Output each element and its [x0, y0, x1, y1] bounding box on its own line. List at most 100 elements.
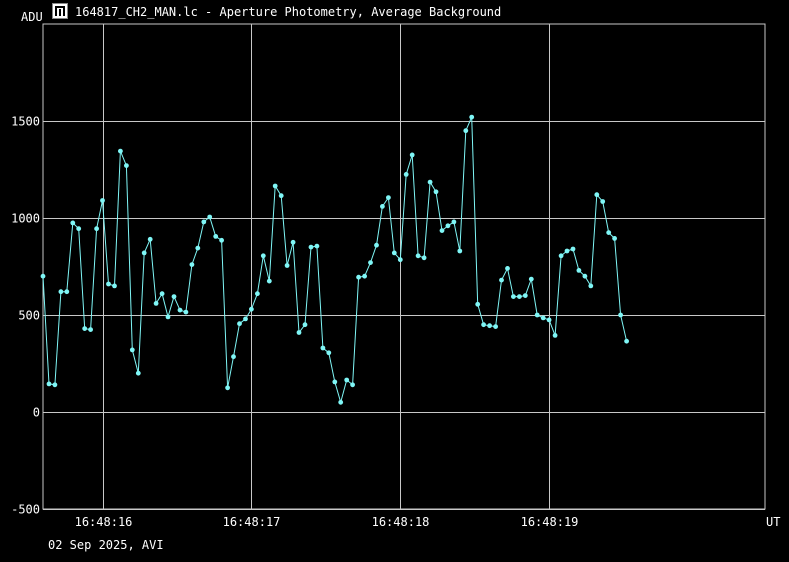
- data-point: [225, 385, 231, 391]
- x-tick-label: 16:48:18: [372, 515, 430, 529]
- data-point: [302, 322, 308, 328]
- data-point: [64, 289, 70, 295]
- data-point: [624, 338, 629, 344]
- data-point: [505, 266, 510, 271]
- data-point: [314, 243, 320, 249]
- data-point: [451, 219, 457, 225]
- data-point: [600, 199, 606, 204]
- data-point: [427, 179, 433, 185]
- data-point: [481, 322, 486, 328]
- data-point: [374, 242, 379, 248]
- data-point: [52, 382, 58, 388]
- data-point: [284, 263, 290, 268]
- data-point: [582, 273, 588, 279]
- data-point: [439, 228, 445, 234]
- data-point: [320, 345, 326, 351]
- window-title: 164817_CH2_MAN.lc - Aperture Photometry,…: [75, 5, 502, 19]
- data-point: [207, 214, 213, 220]
- y-tick-label: 1500: [11, 115, 40, 129]
- data-point: [570, 246, 576, 252]
- data-point: [606, 230, 612, 236]
- data-point: [231, 354, 236, 360]
- data-point: [409, 152, 415, 158]
- data-point: [290, 239, 296, 245]
- data-point: [219, 237, 225, 243]
- data-point: [213, 234, 219, 239]
- data-point: [124, 163, 129, 169]
- data-point: [159, 291, 165, 297]
- data-point: [391, 250, 397, 256]
- data-point: [308, 244, 314, 250]
- data-point: [433, 189, 439, 195]
- y-tick-label: -500: [11, 503, 40, 517]
- x-tick-label: 16:48:16: [75, 515, 133, 529]
- data-point: [58, 289, 64, 295]
- data-point: [493, 324, 498, 329]
- data-point: [528, 276, 534, 282]
- data-point: [46, 381, 52, 387]
- data-point: [350, 382, 355, 388]
- data-point: [522, 293, 528, 298]
- data-point: [260, 253, 266, 259]
- y-tick-label: 500: [18, 309, 40, 323]
- data-point: [76, 226, 82, 232]
- data-point: [165, 314, 171, 320]
- data-point: [141, 250, 147, 256]
- data-point: [445, 223, 451, 229]
- data-point: [546, 317, 552, 323]
- data-point: [106, 281, 111, 287]
- date-footer: 02 Sep 2025, AVI: [48, 538, 164, 552]
- data-point: [100, 198, 105, 203]
- data-point: [189, 262, 195, 267]
- data-point: [380, 204, 385, 209]
- data-point: [403, 172, 409, 177]
- data-point: [552, 333, 558, 338]
- data-point: [558, 253, 564, 259]
- data-point: [475, 301, 481, 307]
- data-point: [463, 128, 469, 134]
- data-point: [272, 183, 278, 189]
- data-point: [517, 294, 522, 299]
- y-tick-label: 1000: [11, 212, 40, 226]
- data-point: [576, 268, 582, 273]
- data-point: [368, 260, 373, 265]
- data-point: [112, 283, 117, 289]
- data-point: [255, 291, 260, 297]
- x-tick-label: 16:48:19: [521, 515, 579, 529]
- data-point: [70, 220, 76, 226]
- data-point: [88, 327, 93, 332]
- plot-frame: [42, 23, 766, 510]
- lightcurve-app-icon[interactable]: [52, 3, 68, 19]
- data-point: [249, 306, 254, 312]
- data-point: [338, 399, 344, 405]
- data-point: [40, 273, 46, 279]
- x-tick-label: 16:48:17: [223, 515, 281, 529]
- data-point: [487, 323, 492, 329]
- data-point: [129, 347, 135, 353]
- data-point: [296, 330, 302, 335]
- data-point: [82, 326, 88, 331]
- data-point: [457, 248, 463, 254]
- data-point: [153, 301, 159, 306]
- data-point: [344, 377, 350, 383]
- y-tick-label: 0: [33, 406, 40, 420]
- y-axis-label: ADU: [21, 10, 43, 24]
- data-point: [415, 253, 421, 259]
- data-point: [171, 294, 177, 299]
- data-point: [326, 350, 332, 356]
- data-point: [237, 321, 242, 327]
- data-point: [397, 257, 403, 263]
- data-point: [588, 283, 594, 289]
- data-point: [564, 248, 570, 254]
- x-axis-label: UT: [766, 515, 780, 529]
- data-point: [421, 255, 427, 261]
- data-point: [540, 315, 546, 321]
- data-point: [499, 277, 504, 283]
- data-point: [183, 309, 189, 315]
- series-line: [42, 116, 628, 405]
- data-point: [386, 195, 391, 201]
- data-point: [356, 274, 361, 280]
- data-point: [266, 278, 272, 284]
- data-point: [469, 114, 475, 120]
